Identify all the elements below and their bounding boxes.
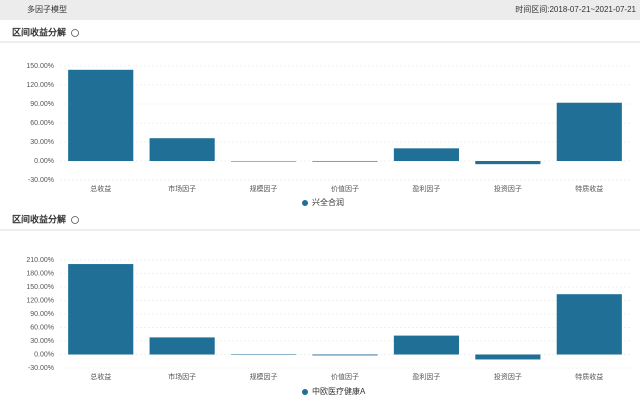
x-tick-label: 规模因子 xyxy=(250,184,278,193)
x-tick-label: 总收益 xyxy=(90,184,111,193)
y-tick-label: 120.00% xyxy=(26,82,54,89)
header-bar xyxy=(0,0,640,20)
y-tick-label: 180.00% xyxy=(26,270,54,277)
x-tick-label: 投资因子 xyxy=(494,372,522,381)
y-tick-label: 0.00% xyxy=(34,351,54,358)
bar xyxy=(149,337,215,355)
legend-label: 中欧医疗健康A xyxy=(312,386,366,396)
y-tick-label: 30.00% xyxy=(30,338,54,345)
bar xyxy=(556,102,622,161)
section-title: 区间收益分解 xyxy=(12,213,66,224)
bar xyxy=(312,161,378,162)
y-tick-label: 60.00% xyxy=(30,120,54,127)
bar xyxy=(231,354,297,355)
bar xyxy=(475,161,541,165)
bar xyxy=(393,335,459,355)
legend-marker xyxy=(302,389,308,395)
x-tick-label: 投资因子 xyxy=(494,184,522,193)
x-tick-label: 规模因子 xyxy=(250,372,278,381)
bar xyxy=(231,161,297,162)
section-title: 区间收益分解 xyxy=(12,26,66,37)
y-tick-label: 150.00% xyxy=(26,284,54,291)
legend-label: 兴全合润 xyxy=(312,197,344,207)
bar xyxy=(68,264,134,355)
bar xyxy=(68,69,134,161)
header-title: 多因子模型 xyxy=(27,4,67,14)
x-tick-label: 总收益 xyxy=(90,372,111,381)
y-tick-label: -30.00% xyxy=(28,177,54,184)
x-tick-label: 价值因子 xyxy=(331,184,359,193)
bar xyxy=(149,138,215,161)
bar xyxy=(556,294,622,355)
y-tick-label: 90.00% xyxy=(30,101,54,108)
legend-marker xyxy=(302,200,308,206)
help-icon xyxy=(71,29,79,37)
bar xyxy=(475,354,541,360)
y-tick-label: 60.00% xyxy=(30,324,54,331)
x-tick-label: 特质收益 xyxy=(575,372,603,381)
x-tick-label: 价值因子 xyxy=(331,372,359,381)
x-tick-label: 盈利因子 xyxy=(412,372,440,381)
bar xyxy=(312,354,378,356)
x-tick-label: 盈利因子 xyxy=(412,184,440,193)
x-tick-label: 特质收益 xyxy=(575,184,603,193)
x-tick-label: 市场因子 xyxy=(168,184,196,193)
y-tick-label: 90.00% xyxy=(30,311,54,318)
help-icon xyxy=(71,216,79,224)
x-tick-label: 市场因子 xyxy=(168,372,196,381)
y-tick-label: -30.00% xyxy=(28,365,54,372)
y-tick-label: 120.00% xyxy=(26,297,54,304)
y-tick-label: 30.00% xyxy=(30,139,54,146)
y-tick-label: 210.00% xyxy=(26,257,54,264)
bar xyxy=(393,148,459,161)
header-range: 时间区间:2018-07-21~2021-07-21 xyxy=(515,4,636,14)
y-tick-label: 0.00% xyxy=(34,158,54,165)
y-tick-label: 150.00% xyxy=(26,63,54,70)
